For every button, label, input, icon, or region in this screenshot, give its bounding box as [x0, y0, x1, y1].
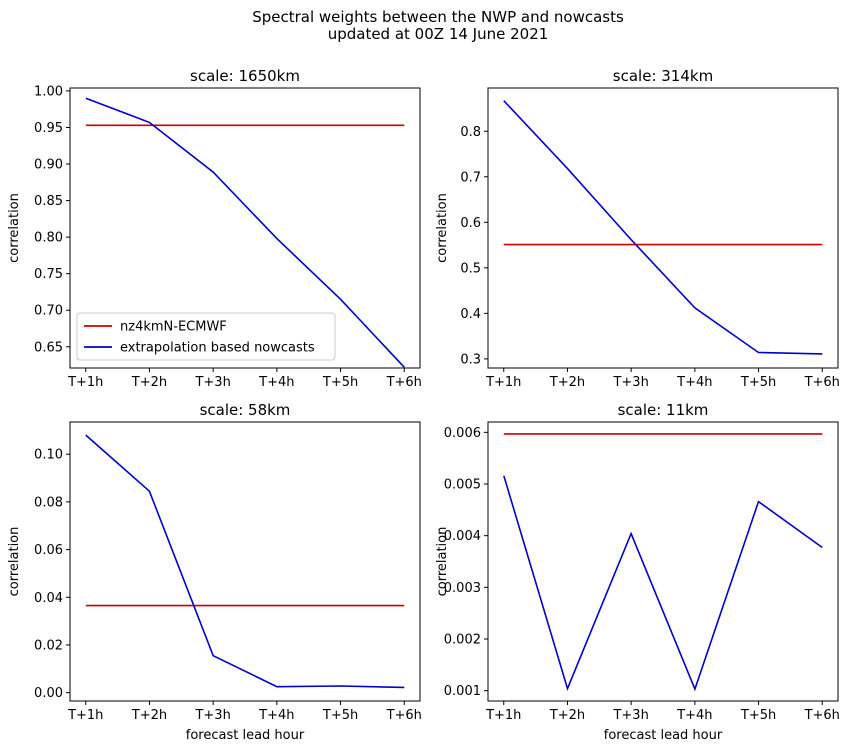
legend-label: nz4kmN-ECMWF [120, 320, 227, 335]
panel-title: scale: 1650km [190, 67, 300, 85]
y-tick-label: 0.3 [460, 352, 481, 367]
x-tick-label: T+6h [386, 375, 422, 390]
panel-title: scale: 314km [613, 67, 713, 85]
y-axis-label: correlation [7, 193, 22, 263]
x-axis-label: forecast lead hour [186, 728, 305, 743]
x-tick-label: T+1h [67, 375, 103, 390]
panel-title: scale: 11km [618, 401, 709, 419]
x-tick-label: T+6h [804, 708, 840, 723]
x-tick-label: T+3h [194, 708, 230, 723]
y-tick-label: 0.00 [34, 686, 63, 701]
y-tick-label: 0.8 [460, 125, 481, 140]
x-tick-label: T+1h [485, 708, 521, 723]
x-tick-label: T+3h [194, 375, 230, 390]
series-line-nowcast [85, 434, 405, 689]
panel-title: scale: 58km [200, 401, 291, 419]
chart-panel-1: T+1h T+2h T+3h T+4h T+5h T+6h 0.65 0.70 0.75 0.80… [7, 67, 422, 390]
y-tick-label: 0.4 [460, 307, 481, 322]
figure-title-line2: updated at 00Z 14 June 2021 [328, 25, 549, 43]
x-tick-label: T+4h [258, 375, 294, 390]
x-tick-label: T+6h [386, 708, 422, 723]
figure-title-line1: Spectral weights between the NWP and now… [252, 8, 624, 26]
x-tick-label: T+5h [322, 375, 358, 390]
x-tick-label: T+4h [676, 708, 712, 723]
y-tick-label: 0.005 [444, 478, 481, 493]
y-tick-label: 1.00 [34, 84, 63, 99]
y-tick-label: 0.10 [34, 448, 63, 463]
x-tick-label: T+5h [322, 708, 358, 723]
y-tick-label: 0.001 [444, 684, 481, 699]
y-tick-label: 0.85 [34, 194, 63, 209]
y-tick-label: 0.006 [444, 426, 481, 441]
y-tick-label: 0.5 [460, 261, 481, 276]
y-tick-label: 0.75 [34, 267, 63, 282]
x-tick-label: T+5h [740, 708, 776, 723]
axes-frame [487, 87, 839, 369]
x-tick-label: T+3h [612, 708, 648, 723]
axes-frame [69, 87, 421, 369]
x-tick-label: T+5h [740, 375, 776, 390]
y-tick-label: 0.04 [34, 591, 63, 606]
legend: nz4kmN-ECMWF extrapolation based nowcasts [76, 312, 336, 361]
x-tick-label: T+1h [485, 375, 521, 390]
series-line-nowcast [503, 475, 823, 692]
legend-label: extrapolation based nowcasts [120, 341, 315, 356]
y-tick-label: 0.65 [34, 340, 63, 355]
x-tick-label: T+3h [612, 375, 648, 390]
y-axis-label: correlation [7, 527, 22, 597]
y-tick-label: 0.004 [444, 529, 481, 544]
x-tick-label: T+2h [549, 708, 585, 723]
x-tick-label: T+2h [549, 375, 585, 390]
y-tick-label: 0.6 [460, 216, 481, 231]
chart-panel-4: T+1h T+2h T+3h T+4h T+5h T+6h 0.001 0.002 0.003 0… [435, 401, 840, 743]
y-tick-label: 0.08 [34, 495, 63, 510]
x-tick-label: T+6h [804, 375, 840, 390]
x-tick-label: T+2h [131, 708, 167, 723]
y-tick-label: 0.002 [444, 633, 481, 648]
panels: T+1h T+2h T+3h T+4h T+5h T+6h0.650.700.750.80… [7, 67, 840, 743]
y-tick-label: 0.02 [34, 638, 63, 653]
axes-frame [69, 421, 421, 702]
x-tick-label: T+1h [67, 708, 103, 723]
y-tick-label: 0.90 [34, 158, 63, 173]
y-tick-label: 0.80 [34, 231, 63, 246]
y-tick-label: 0.95 [34, 121, 63, 136]
series-line-nowcast [85, 97, 405, 368]
y-tick-label: 0.003 [444, 581, 481, 596]
legend-box [76, 312, 336, 361]
y-tick-label: 0.06 [34, 543, 63, 558]
y-tick-label: 0.7 [460, 170, 481, 185]
axes-frame [487, 421, 839, 702]
x-tick-label: T+4h [258, 708, 294, 723]
x-axis-label: forecast lead hour [604, 728, 723, 743]
x-tick-label: T+4h [676, 375, 712, 390]
chart-panel-3: T+1h T+2h T+3h T+4h T+5h T+6h 0.00 0.02 0.04 0.06… [7, 401, 422, 743]
y-tick-label: 0.70 [34, 304, 63, 319]
series-line-nowcast [503, 100, 823, 355]
y-axis-label: correlation [435, 527, 450, 597]
y-axis-label: correlation [435, 193, 450, 263]
chart-panel-2: T+1h T+2h T+3h T+4h T+5h T+6h 0.3 0.4 0.5 0.6 0.7 0… [435, 67, 840, 390]
x-tick-label: T+2h [131, 375, 167, 390]
